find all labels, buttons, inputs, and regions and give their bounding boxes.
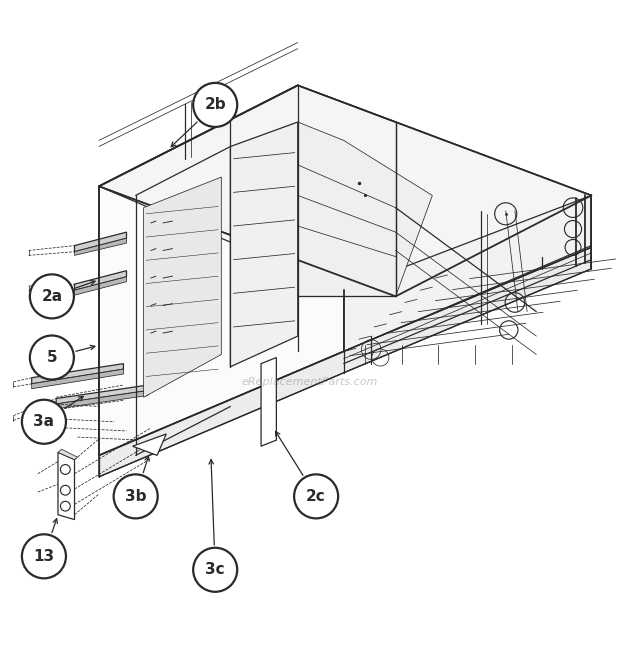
Circle shape <box>294 475 338 518</box>
Circle shape <box>22 535 66 578</box>
Polygon shape <box>343 195 591 351</box>
Text: 2a: 2a <box>42 289 63 304</box>
Polygon shape <box>99 85 591 296</box>
Polygon shape <box>32 369 123 389</box>
Text: 3a: 3a <box>33 414 55 429</box>
Polygon shape <box>74 232 126 251</box>
Polygon shape <box>133 434 166 455</box>
Text: 2c: 2c <box>306 489 326 504</box>
Text: 13: 13 <box>33 549 55 564</box>
Circle shape <box>113 475 157 518</box>
Circle shape <box>30 335 74 380</box>
Polygon shape <box>58 452 74 519</box>
Circle shape <box>30 275 74 318</box>
Text: 2b: 2b <box>205 98 226 112</box>
Polygon shape <box>144 177 221 397</box>
Polygon shape <box>99 248 591 477</box>
Circle shape <box>193 548 237 592</box>
Circle shape <box>193 83 237 127</box>
Polygon shape <box>74 277 126 295</box>
Polygon shape <box>261 358 277 446</box>
Polygon shape <box>99 244 591 477</box>
Polygon shape <box>74 271 126 290</box>
Polygon shape <box>99 186 343 455</box>
Polygon shape <box>298 122 432 296</box>
Polygon shape <box>58 449 78 459</box>
Polygon shape <box>74 238 126 255</box>
Text: 3c: 3c <box>205 562 225 578</box>
Polygon shape <box>32 364 123 384</box>
Circle shape <box>22 400 66 444</box>
Text: eReplacementParts.com: eReplacementParts.com <box>242 377 378 387</box>
Polygon shape <box>56 385 148 404</box>
Text: 3b: 3b <box>125 489 146 504</box>
Polygon shape <box>99 186 396 455</box>
Polygon shape <box>56 391 148 409</box>
Text: 5: 5 <box>46 350 57 365</box>
Polygon shape <box>231 122 298 367</box>
